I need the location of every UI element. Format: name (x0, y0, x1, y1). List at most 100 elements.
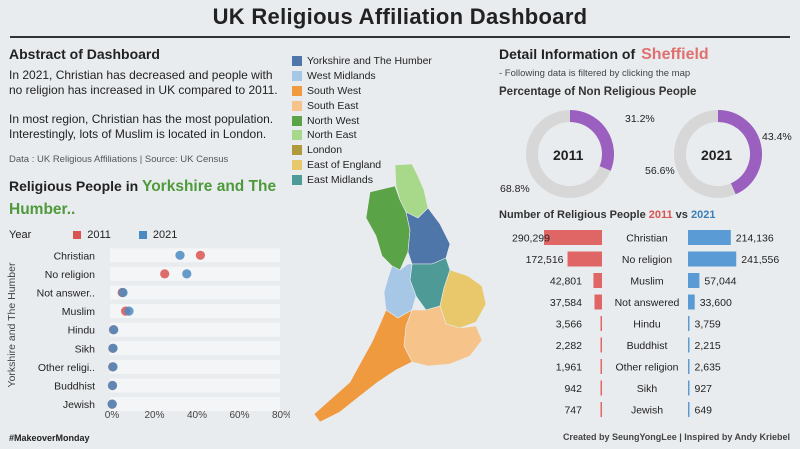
bar-2021[interactable] (688, 380, 690, 396)
bar-2021-value: 2,215 (695, 340, 721, 352)
region-legend-label: South East (307, 99, 359, 112)
dot-2021[interactable] (107, 380, 118, 391)
dotplot-tick-label: 80% (272, 410, 290, 421)
donut-nonreligious-arc[interactable] (717, 110, 762, 195)
dot-2021[interactable] (108, 343, 118, 353)
bar-category-label: Christian (626, 233, 668, 245)
detail-heading-text: Detail Information of (499, 46, 636, 62)
region-legend-label: North West (307, 114, 360, 127)
donut-2021-religious-pct: 56.6% (645, 165, 675, 177)
dot-2021[interactable] (109, 325, 119, 335)
legend-label-2011[interactable]: 2011 (87, 229, 111, 241)
region-legend-swatch (292, 85, 302, 96)
bar-category-label: Sikh (637, 383, 658, 395)
legend-label-2021[interactable]: 2021 (152, 229, 178, 241)
bar-2021-value: 57,044 (704, 276, 736, 288)
dotplot-row-band (110, 322, 280, 337)
region-legend-item[interactable]: West Midlands (292, 69, 452, 84)
bar-2011-value: 942 (564, 383, 582, 395)
bar-2011[interactable] (600, 316, 603, 331)
bar-2011-value: 747 (564, 405, 582, 417)
bar-2021[interactable] (688, 316, 690, 331)
donut-2021-nonreligious-pct: 43.4% (762, 131, 792, 143)
region-legend-item[interactable]: East of England (292, 158, 452, 173)
bar-2011[interactable] (594, 294, 602, 310)
dot-2021[interactable] (107, 399, 117, 409)
bar-2011[interactable] (544, 230, 602, 245)
donut-nonreligious-arc[interactable] (569, 110, 614, 171)
bar-category-label: Jewish (631, 405, 663, 417)
region-legend-item[interactable]: North East (292, 128, 452, 143)
region-legend-item[interactable]: North West (292, 113, 452, 128)
bar-2011[interactable] (600, 402, 603, 417)
dot-2021[interactable] (108, 362, 118, 372)
bar-2011[interactable] (600, 380, 603, 396)
bar-2021[interactable] (688, 402, 690, 417)
dotplot-row-band (110, 248, 280, 263)
donut-2021[interactable] (670, 106, 766, 202)
region-legend-label: West Midlands (307, 70, 376, 83)
bar-2011-value: 1,961 (556, 362, 582, 374)
religion-count-bars[interactable]: 290,299 Christian 214,136 172,516 No religio… (490, 226, 800, 426)
dotplot-row-band (110, 285, 280, 300)
dot-2021[interactable] (175, 250, 185, 260)
region-legend-label: South West (307, 84, 362, 97)
dot-2011[interactable] (195, 250, 205, 260)
religion-dot-plot[interactable]: Christian No religion Not answer.. Muslim Hi… (0, 244, 290, 422)
bar-category-label: No religion (622, 254, 672, 266)
bar-2021[interactable] (688, 294, 695, 310)
region-yorkshire-humber[interactable] (405, 207, 451, 265)
dotplot-category-label: Sikh (75, 343, 96, 355)
region-legend-item[interactable]: South East (292, 98, 452, 113)
bar-2011[interactable] (593, 273, 602, 288)
dot-2021[interactable] (118, 287, 128, 298)
bar-2021[interactable] (688, 251, 737, 267)
region-east-of-england[interactable] (439, 269, 487, 329)
dotplot-row-band (110, 341, 280, 356)
region-legend-swatch (292, 71, 302, 82)
religious-people-heading: Religious People in Yorkshire and The Hu… (9, 175, 299, 221)
region-legend-swatch (292, 145, 302, 156)
region-legend-swatch (292, 115, 302, 126)
bar-2011[interactable] (600, 359, 603, 374)
data-source: Data : UK Religious Affiliations | Sourc… (9, 154, 229, 165)
bar-2021[interactable] (688, 273, 700, 288)
bar-2021-value: 214,136 (736, 233, 774, 245)
dotplot-tick-label: 40% (187, 410, 207, 421)
dotplot-category-label: Buddhist (54, 381, 95, 393)
region-legend-item[interactable]: South West (292, 84, 452, 99)
bar-2021-value: 2,635 (695, 362, 721, 374)
region-legend-item[interactable]: London (292, 143, 452, 158)
bar-2011[interactable] (567, 251, 602, 267)
england-region-map[interactable] (300, 160, 500, 430)
religious-people-heading-prefix: Religious People in (9, 178, 143, 194)
region-west-midlands[interactable] (383, 263, 417, 319)
dot-2011[interactable] (160, 269, 170, 279)
bar-2021[interactable] (688, 359, 690, 374)
number-heading: Number of Religious People 2011 vs 2021 (499, 209, 716, 221)
bar-2021[interactable] (688, 337, 690, 353)
bar-2011[interactable] (600, 337, 603, 353)
bar-2021[interactable] (688, 230, 731, 245)
region-north-west[interactable] (365, 185, 411, 271)
region-south-west[interactable] (313, 309, 413, 423)
dotplot-category-label: Not answer.. (37, 288, 95, 300)
bar-2021-value: 649 (695, 405, 713, 417)
dotplot-row-band (110, 378, 280, 393)
detail-subtitle: - Following data is filtered by clicking… (499, 68, 691, 79)
dotplot-category-label: Jewish (63, 399, 95, 411)
title-divider (10, 36, 790, 38)
region-legend-item[interactable]: Yorkshire and The Humber (292, 54, 452, 69)
region-legend-item[interactable]: East Midlands (292, 172, 452, 187)
dotplot-row-band (110, 266, 280, 281)
region-legend-label: Yorkshire and The Humber (307, 55, 432, 68)
region-legend-label: North East (307, 129, 357, 142)
donut-2011[interactable] (522, 106, 618, 202)
donut-2011-religious-pct: 68.8% (500, 183, 530, 195)
region-legend-swatch (292, 100, 302, 111)
dot-2021[interactable] (124, 306, 134, 316)
dot-2021[interactable] (182, 269, 192, 279)
selected-region: Yorkshire and The Humber.. (9, 178, 277, 218)
number-heading-year-2021: 2021 (690, 209, 716, 221)
region-legend: Yorkshire and The Humber West Midlands Sou… (292, 54, 452, 187)
